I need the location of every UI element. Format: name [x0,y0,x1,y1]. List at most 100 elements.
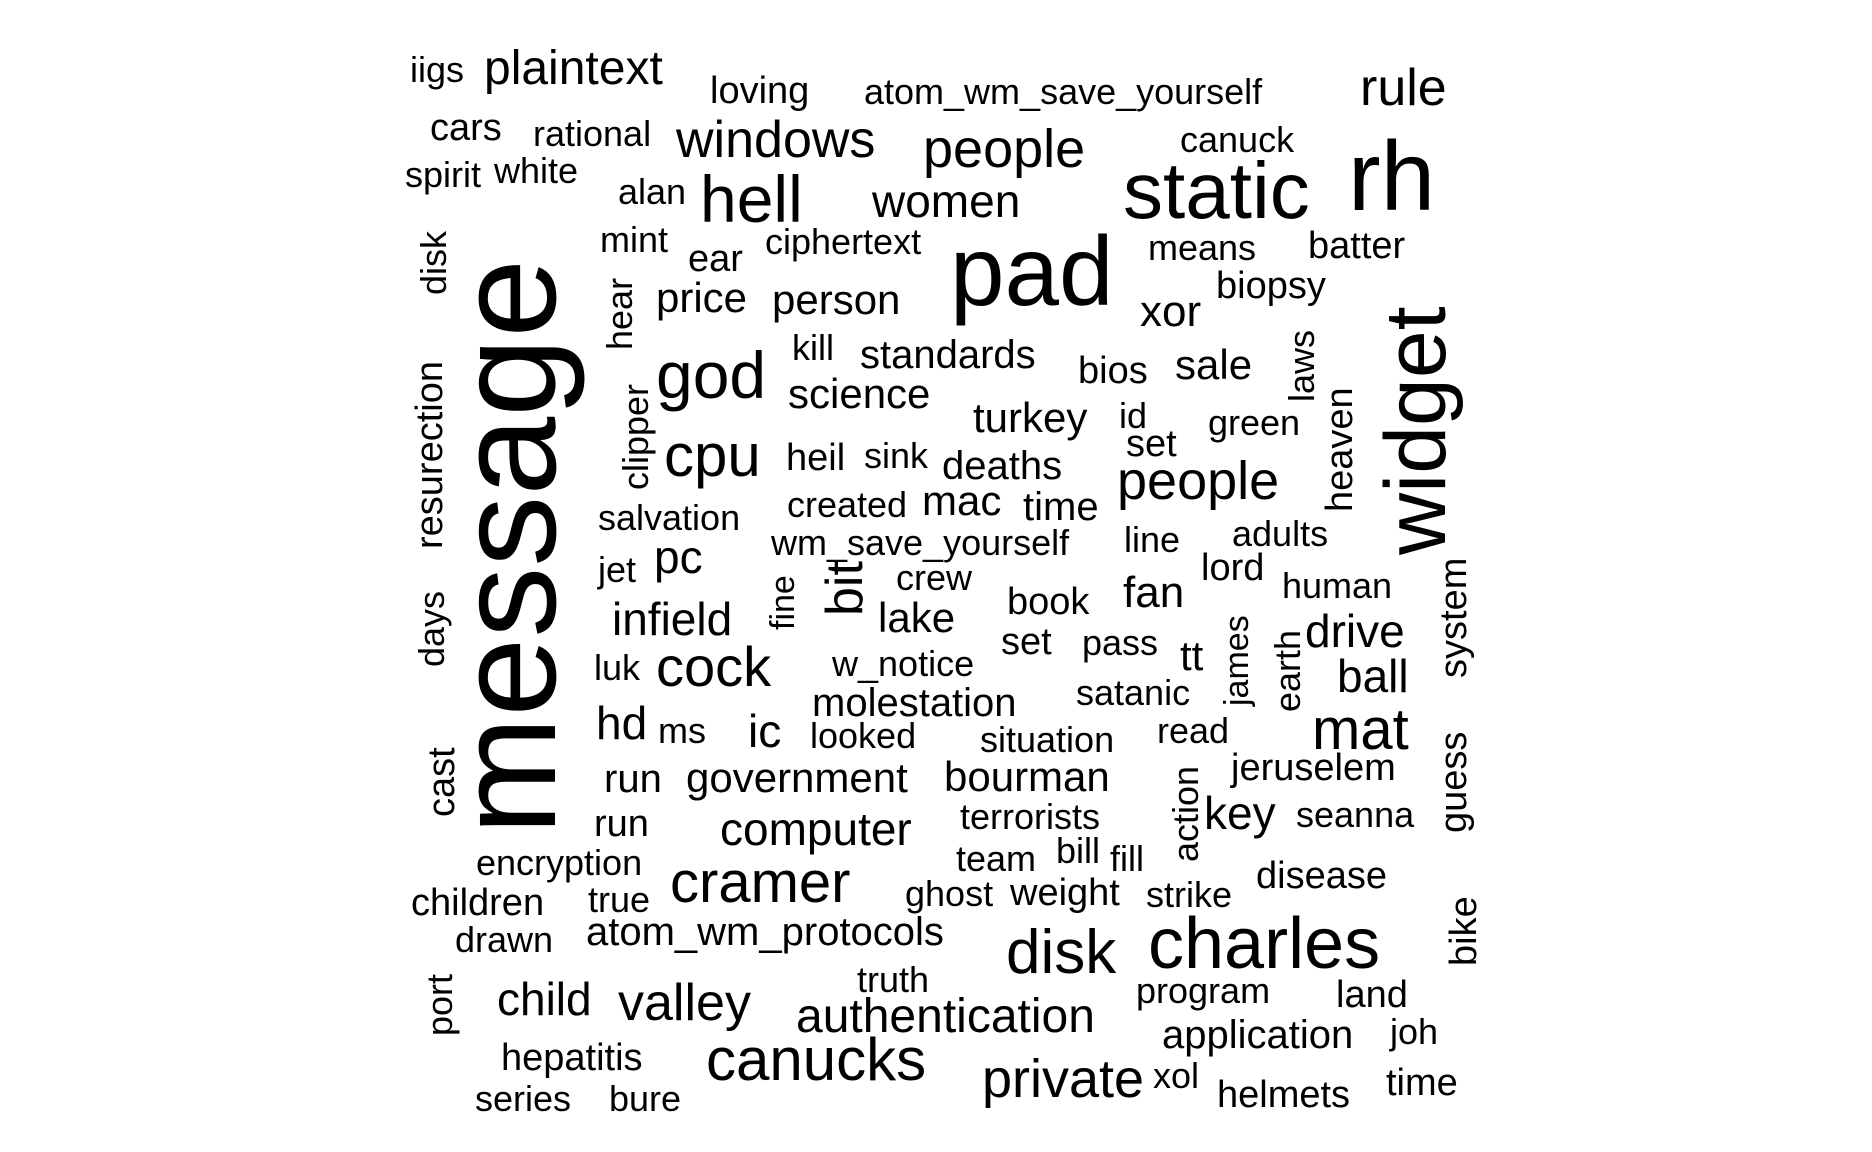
word-drawn-111: drawn [455,919,553,960]
word-children-63: children [411,882,544,924]
word-heil-52: heil [786,437,845,479]
word-valley-19: valley [618,974,751,1032]
word-helmets-64: helmets [1217,1074,1350,1116]
word-run-51: run [604,757,662,801]
word-wm-save-yourself-77: wm_save_yourself [770,522,1070,563]
word-weight-70: weight [1009,872,1120,914]
word-atom-wm-save-yourself-76: atom_wm_save_yourself [864,71,1263,112]
word-set-67: set [1001,621,1052,663]
word-cramer-11: cramer [670,850,850,915]
word-people-14: people [923,119,1085,179]
word-time-50: time [1023,485,1099,529]
word-seanna-103: seanna [1296,794,1415,835]
word-hepatitis-62: hepatitis [501,1037,643,1079]
word-people-15: people [1117,451,1279,511]
word-windows-17: windows [675,111,875,169]
word-alan-83: alan [618,171,686,212]
word-static-4: static [1123,146,1310,235]
word-truth-112: truth [857,959,929,1000]
word-hear-122: hear [599,278,640,350]
word-luk-120: luk [594,647,641,688]
word-rule-18: rule [1360,59,1447,117]
word-days-130: days [411,591,452,667]
word-person-36: person [772,276,900,323]
word-action-129: action [1165,766,1206,862]
word-tt-44: tt [1180,632,1204,679]
word-created-84: created [787,484,907,525]
word-god-7: god [656,338,766,412]
word-port-132: port [419,974,460,1036]
word-true-108: true [588,879,650,920]
word-message-0: message [427,259,586,835]
word-deaths-47: deaths [942,444,1062,488]
word-read-101: read [1157,710,1229,751]
word-ms-121: ms [658,710,706,751]
word-government-42: government [686,754,908,801]
word-bure-117: bure [609,1078,681,1119]
word-james-126: james [1218,615,1256,707]
word-disk-8: disk [1006,918,1117,987]
word-ball-26: ball [1337,650,1409,702]
word-clipper-123: clipper [615,384,656,490]
word-biopsy-57: biopsy [1216,265,1326,307]
word-situation-100: situation [980,719,1114,760]
word-authentication-22: authentication [796,990,1095,1043]
word-salvation-79: salvation [598,497,740,538]
word-encryption-104: encryption [476,842,642,883]
word-private-16: private [982,1049,1144,1109]
word-fan-33: fan [1123,568,1184,617]
word-series-116: series [475,1078,571,1119]
word-jeruselem-71: jeruselem [1230,747,1396,789]
word-sale-43: sale [1175,341,1252,388]
word-bit-20: bit [816,561,874,616]
word-means-81: means [1148,227,1256,268]
word-hell-6: hell [700,162,803,236]
word-application-45: application [1162,1013,1353,1057]
word-cpu-9: cpu [664,422,761,489]
word-mat-12: mat [1312,697,1409,762]
word-batter-54: batter [1308,225,1406,267]
word-satanic-98: satanic [1076,672,1190,713]
word-rh-2: rh [1348,121,1435,231]
word-pc-30: pc [654,531,703,583]
word-iigs-85: iigs [410,49,464,90]
word-bourman-41: bourman [944,753,1110,800]
word-charles-5: charles [1148,904,1380,984]
word-rational-78: rational [533,113,651,154]
word-looked-99: looked [810,715,916,756]
word-child-24: child [497,973,592,1025]
word-spirit-88: spirit [405,154,481,195]
word-ciphertext-86: ciphertext [765,221,921,262]
word-crew-95: crew [896,557,973,598]
word-joh-114: joh [1389,1011,1438,1052]
word-run-68: run [594,803,649,845]
word-pass-96: pass [1082,622,1158,663]
word-book-60: book [1007,581,1090,623]
word-science-35: science [788,370,930,417]
word-green-82: green [1208,402,1300,443]
word-cars-58: cars [430,107,502,149]
word-cock-13: cock [656,635,772,698]
word-lord-65: lord [1201,547,1264,589]
word-hd-32: hd [596,697,647,749]
word-standards-46: standards [860,333,1036,377]
word-molestation-48: molestation [812,681,1017,725]
word-jet-119: jet [597,549,636,590]
word-system-127: system [1433,558,1475,678]
word-bill-106: bill [1056,830,1100,871]
word-computer-28: computer [720,803,912,855]
word-fine-133: fine [764,575,802,630]
word-infield-29: infield [612,593,732,645]
word-pad-1: pad [950,216,1114,326]
word-women-23: women [871,175,1020,227]
word-id-118: id [1119,395,1147,436]
word-kill-90: kill [792,327,834,368]
word-human-94: human [1282,565,1392,606]
word-cast-75: cast [421,747,463,817]
word-price-37: price [656,274,747,321]
word-heaven-72: heaven [1319,387,1361,512]
word-lake-39: lake [878,594,955,641]
word-drive-25: drive [1305,605,1405,657]
word-xol-115: xol [1153,1055,1199,1096]
